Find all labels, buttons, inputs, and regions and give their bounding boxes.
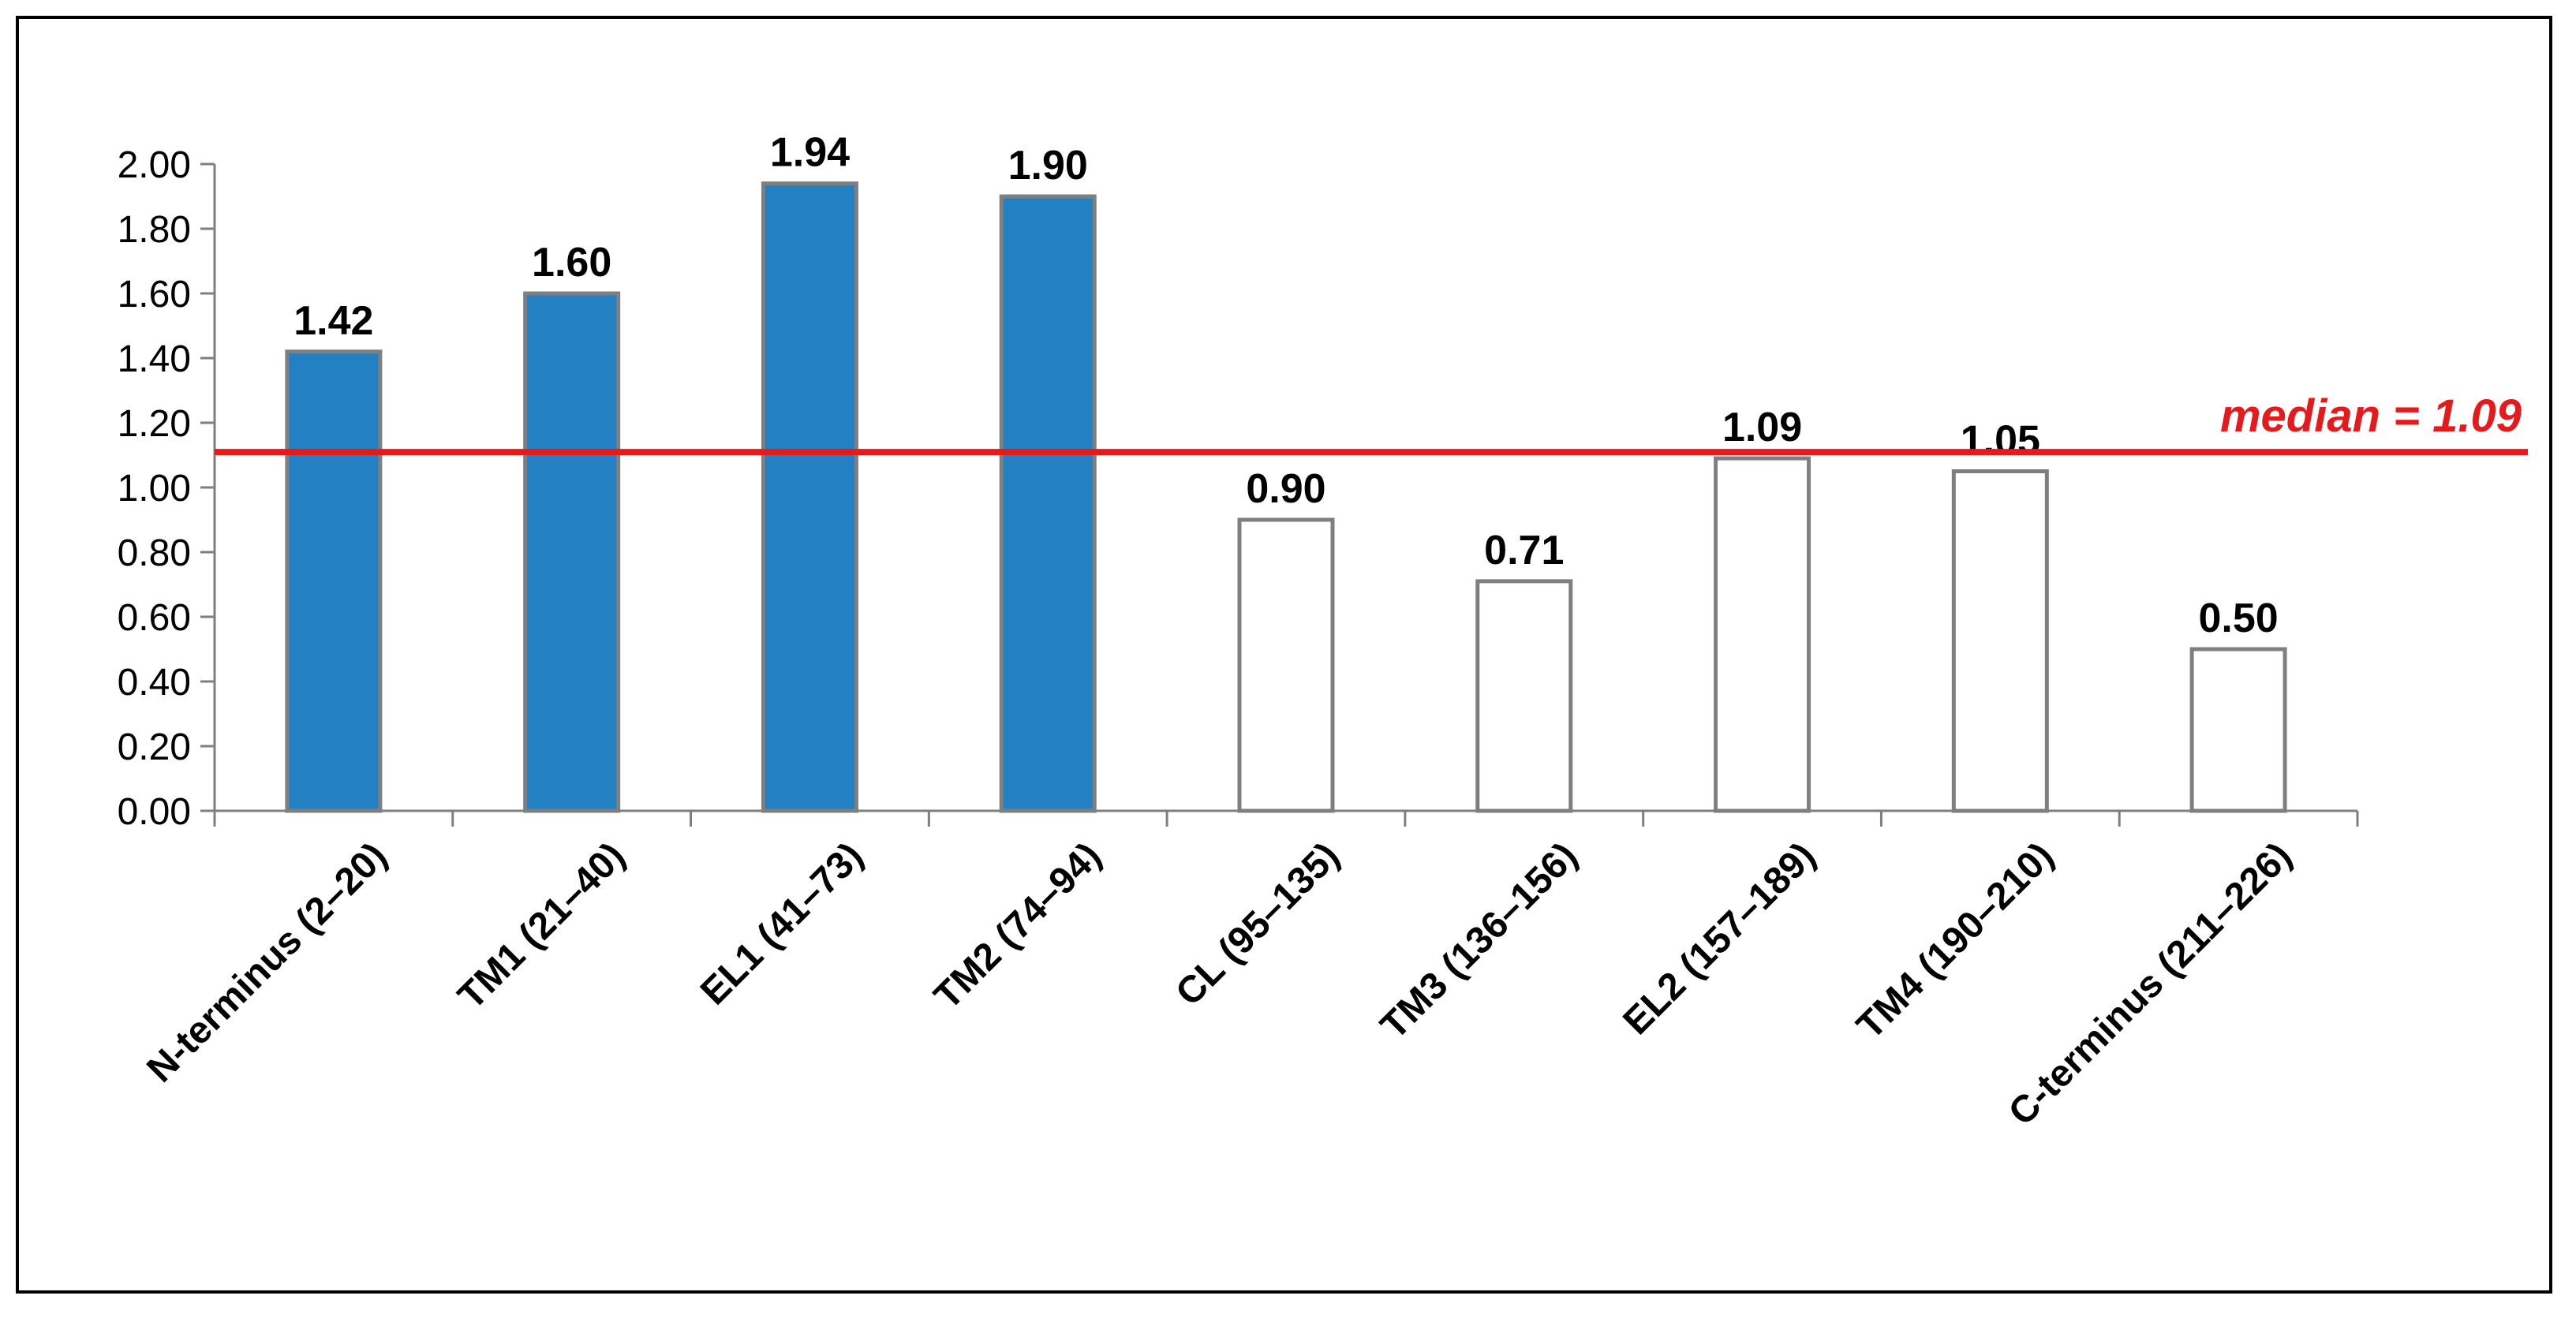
y-tick-label: 1.60 [118, 274, 191, 315]
bar [1714, 456, 1811, 813]
y-tick-label: 1.80 [118, 209, 191, 251]
bar [999, 194, 1097, 813]
bar [761, 181, 858, 813]
y-tick-label: 0.00 [118, 791, 191, 833]
bar-chart: 0.00 0.20 0.40 0.60 0.80 1.00 1.20 1.40 1.60 1.80… [118, 130, 2528, 1133]
y-tick-label: 0.40 [118, 662, 191, 704]
category-label: TM3 (136–156) [1373, 834, 1586, 1047]
category-label: TM1 (21–40) [451, 834, 634, 1017]
category-label: TM4 (190–210) [1849, 834, 2062, 1047]
bar [2189, 647, 2287, 813]
value-label: 1.05 [1961, 418, 2040, 464]
value-labels: 1.42 1.60 1.94 1.90 0.90 0.71 1.09 1.05 0.50 [293, 130, 2278, 641]
category-label: EL1 (41–73) [693, 834, 871, 1013]
value-label: 0.71 [1484, 528, 1564, 573]
bar [1475, 579, 1573, 813]
value-label: 1.60 [532, 240, 611, 286]
median-label: median = 1.09 [2220, 390, 2522, 442]
value-label: 0.90 [1246, 466, 1325, 512]
y-tick-label: 1.00 [118, 468, 191, 510]
y-tick-label: 0.20 [118, 726, 191, 768]
y-tick-label: 2.00 [118, 144, 191, 186]
category-label: TM2 (74–94) [926, 834, 1109, 1017]
bar [285, 349, 383, 813]
y-tick-label: 1.20 [118, 403, 191, 445]
bar [1237, 517, 1335, 813]
y-tick-label: 1.40 [118, 338, 191, 380]
median-group: median = 1.09 [215, 390, 2528, 456]
value-label: 1.09 [1722, 405, 1802, 450]
category-label: EL2 (157–189) [1615, 834, 1823, 1043]
bar [1951, 469, 2049, 813]
x-axis: N-terminus (2–20) TM1 (21–40) EL1 (41–73) T… [139, 809, 2359, 1133]
y-tick-label: 0.80 [118, 532, 191, 574]
bar [523, 291, 621, 813]
y-tick-label: 0.60 [118, 597, 191, 639]
bars [285, 181, 2287, 813]
value-label: 1.42 [293, 298, 373, 344]
value-label: 1.94 [770, 130, 850, 176]
value-label: 0.50 [2199, 596, 2279, 641]
category-label: CL (95–135) [1168, 834, 1347, 1014]
chart-frame: 0.00 0.20 0.40 0.60 0.80 1.00 1.20 1.40 1.60 1.80… [16, 16, 2552, 1294]
value-label: 1.90 [1008, 143, 1088, 189]
category-label: N-terminus (2–20) [139, 834, 394, 1090]
y-axis: 0.00 0.20 0.40 0.60 0.80 1.00 1.20 1.40 1.60 1.80… [118, 144, 216, 833]
